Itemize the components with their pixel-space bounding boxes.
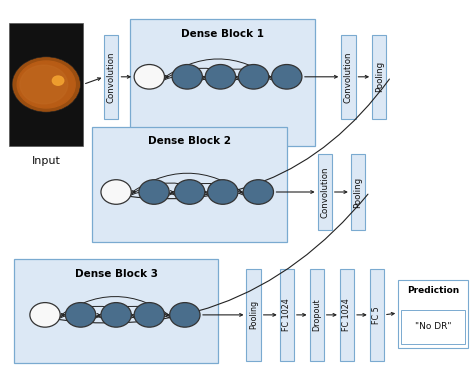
Circle shape xyxy=(17,61,75,108)
FancyBboxPatch shape xyxy=(92,127,287,242)
FancyBboxPatch shape xyxy=(341,35,356,119)
Circle shape xyxy=(65,303,96,327)
FancyBboxPatch shape xyxy=(398,280,468,348)
FancyBboxPatch shape xyxy=(310,269,324,361)
Text: Prediction: Prediction xyxy=(407,286,459,295)
Text: Convolution: Convolution xyxy=(320,166,329,218)
Text: Convolution: Convolution xyxy=(344,51,353,103)
FancyBboxPatch shape xyxy=(104,35,118,119)
FancyBboxPatch shape xyxy=(14,259,218,363)
Circle shape xyxy=(101,180,131,204)
Circle shape xyxy=(30,303,60,327)
Text: Dense Block 3: Dense Block 3 xyxy=(74,269,158,279)
Circle shape xyxy=(174,180,205,204)
Circle shape xyxy=(238,65,269,89)
Text: Input: Input xyxy=(32,156,61,166)
Text: Pooling: Pooling xyxy=(249,300,258,329)
FancyBboxPatch shape xyxy=(318,154,332,230)
Circle shape xyxy=(172,65,202,89)
Circle shape xyxy=(101,303,131,327)
Text: Convolution: Convolution xyxy=(107,51,116,103)
Text: "No DR": "No DR" xyxy=(415,322,452,331)
FancyBboxPatch shape xyxy=(246,269,261,361)
Circle shape xyxy=(170,303,200,327)
Text: Pooling: Pooling xyxy=(375,61,383,93)
Text: Dropout: Dropout xyxy=(312,299,321,331)
FancyBboxPatch shape xyxy=(280,269,294,361)
Circle shape xyxy=(208,180,238,204)
Text: Dense Block 2: Dense Block 2 xyxy=(148,136,231,146)
FancyBboxPatch shape xyxy=(351,154,365,230)
FancyBboxPatch shape xyxy=(130,19,315,146)
Text: FC 1024: FC 1024 xyxy=(343,298,351,331)
FancyBboxPatch shape xyxy=(340,269,354,361)
FancyBboxPatch shape xyxy=(372,35,386,119)
Circle shape xyxy=(134,303,164,327)
Circle shape xyxy=(134,65,164,89)
Circle shape xyxy=(139,180,169,204)
Circle shape xyxy=(205,65,236,89)
Text: Pooling: Pooling xyxy=(354,176,362,208)
FancyBboxPatch shape xyxy=(9,23,83,146)
Circle shape xyxy=(52,76,64,85)
Circle shape xyxy=(12,57,80,112)
FancyBboxPatch shape xyxy=(401,310,465,344)
Circle shape xyxy=(272,65,302,89)
Circle shape xyxy=(20,65,68,104)
Text: FC 1024: FC 1024 xyxy=(283,298,291,331)
FancyBboxPatch shape xyxy=(370,269,384,361)
Text: Dense Block 1: Dense Block 1 xyxy=(181,29,264,39)
Circle shape xyxy=(243,180,273,204)
Text: FC 5: FC 5 xyxy=(373,306,381,324)
